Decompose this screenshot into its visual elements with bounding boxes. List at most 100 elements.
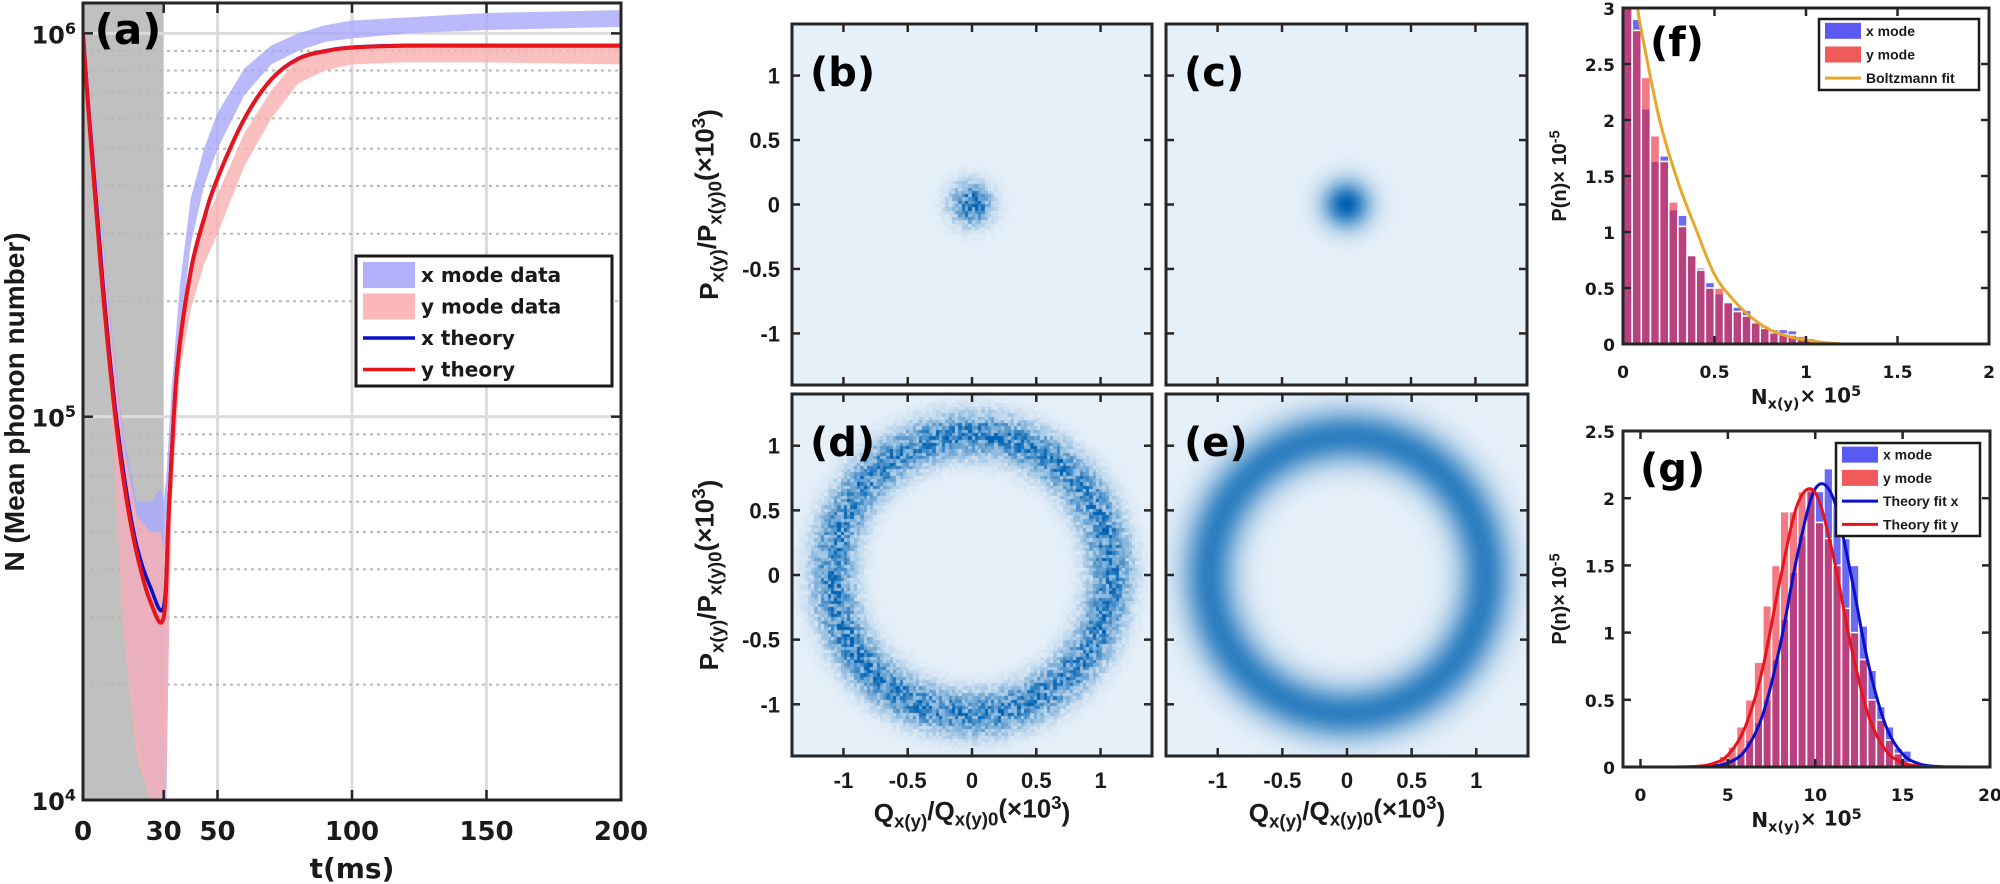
heatmap-c <box>1166 24 1527 385</box>
x-tick-label: 0 <box>1617 363 1629 383</box>
y-tick-label: 2.5 <box>1585 423 1615 443</box>
x-tick-label: 2 <box>1983 363 1995 383</box>
histogram-bar <box>1640 76 1652 344</box>
x-tick-label: 1.5 <box>1882 363 1912 383</box>
y-tick-label: 1 <box>768 64 780 89</box>
tick-base: 10 <box>31 788 64 816</box>
label-part: 5 <box>1851 384 1861 400</box>
y-tick-label: -1 <box>760 321 780 346</box>
histogram-bar <box>1788 510 1799 767</box>
y-tick-label: 104 <box>31 785 76 816</box>
histogram-bar <box>1668 201 1679 344</box>
x-tick-label: 100 <box>325 817 379 847</box>
histogram-bar <box>1732 310 1743 344</box>
x-axis-label: Qx(y)/Qx(y)0(×103) <box>874 792 1070 831</box>
y-tick-label: 0 <box>1603 759 1615 779</box>
y-tick-label: 0.5 <box>1585 692 1615 712</box>
histogram-bar <box>1713 287 1725 344</box>
label-part: Q <box>1249 798 1269 828</box>
histogram-bar <box>1649 134 1661 344</box>
label-part: /Q <box>927 796 954 826</box>
y-tick-label: -0.5 <box>742 628 780 653</box>
legend-swatch <box>363 262 415 288</box>
legend: x mode data y mode data x theory y theory <box>354 254 614 388</box>
panel-label: (b) <box>810 50 875 96</box>
histogram-bar <box>1686 254 1697 344</box>
x-tick-label: 15 <box>1891 786 1915 806</box>
x-tick-label: 30 <box>146 817 182 847</box>
histogram-bar <box>1658 160 1670 344</box>
y-tick-label: 0.5 <box>749 498 780 523</box>
x-tick-label: 0.5 <box>1699 363 1729 383</box>
x-tick-label: 0 <box>966 768 978 793</box>
label-part: x(y) <box>894 811 927 832</box>
histogram-bar <box>1823 537 1834 767</box>
tick-base: 10 <box>31 405 64 433</box>
x-tick-label: 1 <box>1470 768 1482 793</box>
label-part: x(y) <box>707 620 728 653</box>
label-part: x(y) <box>707 249 728 282</box>
legend-label: x mode <box>1866 23 1915 39</box>
label-part: ) <box>1062 797 1071 827</box>
heatmap-e <box>1166 394 1528 756</box>
label-part: -5 <box>1548 130 1564 143</box>
tick-exponent: 5 <box>65 402 76 421</box>
label-part: (×10 <box>690 128 720 181</box>
tick-base: 10 <box>31 21 64 49</box>
x-tick-label: 5 <box>1722 786 1734 806</box>
label-part: P <box>694 653 724 670</box>
tick-exponent: 6 <box>65 19 76 38</box>
legend: x mode y mode Theory fit x Theory fit y <box>1834 441 1982 538</box>
legend-swatch <box>1825 46 1861 63</box>
label-part: /P <box>692 225 722 250</box>
y-axis-label: N (Mean phonon number) <box>0 232 30 571</box>
y-tick-label: -1 <box>760 692 780 717</box>
legend-label: Boltzmann fit <box>1866 70 1955 86</box>
histogram-bar <box>1631 29 1643 344</box>
legend-label: Theory fit y <box>1883 516 1959 532</box>
panel-f: 0 0.5 1 1.5 2 0 0.5 1 1.5 2 2.5 3 Nx(y)× 105 P(n)× 10… <box>1548 0 1995 412</box>
x-tick-label: 150 <box>459 817 513 847</box>
x-tick-label: -1 <box>834 768 854 793</box>
label-part: 3 <box>1051 792 1061 813</box>
axes-frame <box>790 22 1154 387</box>
x-tick-label: 0 <box>1341 768 1353 793</box>
panel-label: (e) <box>1184 420 1248 466</box>
y-tick-label: 2 <box>1603 112 1615 132</box>
tick-exponent: 4 <box>65 785 76 804</box>
y-tick-label: 1 <box>1603 224 1615 244</box>
histogram-bar <box>1805 486 1816 767</box>
histogram-bar <box>1750 321 1761 344</box>
label-part: 3 <box>688 488 709 498</box>
panel-e: (e) -1 -0.5 0 0.5 1 Qx(y)/Qx(y)0(×103) <box>1164 392 1530 832</box>
y-tick-label: 2.5 <box>1585 56 1615 76</box>
y-tick-label: 106 <box>31 19 76 50</box>
axes-frame <box>1164 392 1530 758</box>
histogram-bar <box>1722 301 1734 344</box>
y-tick-label: 0 <box>768 563 780 588</box>
y-axis-label: P(n)× 10-5 <box>1548 130 1571 221</box>
label-part: x(y)0 <box>1330 808 1374 829</box>
panel-b: (b) -1 -0.5 0 0.5 1 Px(y)/Px(y)0(×103) <box>688 22 1154 387</box>
x-tick-label: -1 <box>1208 768 1228 793</box>
legend-label: x theory <box>421 326 515 350</box>
label-part: P <box>694 283 724 300</box>
x-tick-label: -0.5 <box>889 768 927 793</box>
x-tick-label: 50 <box>199 817 235 847</box>
x-tick-label: 1 <box>1094 768 1106 793</box>
label-part: x(y) <box>1768 396 1800 412</box>
legend-label: x mode data <box>421 263 561 287</box>
histogram-bar <box>1814 521 1825 767</box>
plot-area <box>83 3 621 800</box>
y-tick-label: -0.5 <box>742 257 780 282</box>
x-tick-label: 10 <box>1803 786 1827 806</box>
y-tick-label: 3 <box>1603 0 1615 20</box>
y-tick-label: 0.5 <box>1585 280 1615 300</box>
label-part: x(y) <box>1269 811 1302 832</box>
histogram-bar <box>1677 225 1688 344</box>
panel-label: (a) <box>95 5 162 54</box>
legend-label: y theory <box>421 358 515 382</box>
panel-label: (g) <box>1640 446 1705 492</box>
